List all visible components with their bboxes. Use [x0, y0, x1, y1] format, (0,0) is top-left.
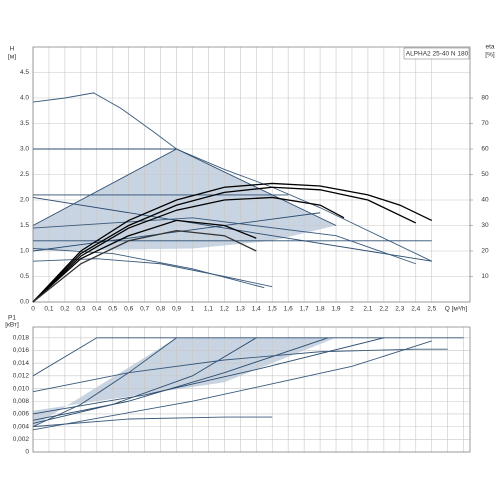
y-tick-label: 3.0	[20, 146, 29, 153]
x-tick-label: 0,1	[44, 306, 53, 313]
x-tick-label: 0,7	[140, 306, 149, 313]
x-tick-label: 2,5	[427, 306, 436, 313]
x-tick-label: 1	[191, 306, 195, 313]
curve	[32, 340, 432, 431]
x-tick-label: 0,6	[124, 306, 133, 313]
y2-tick-label: 40	[481, 197, 489, 204]
x-tick-label: 1,6	[284, 306, 293, 313]
curve	[32, 337, 384, 415]
y-axis-label: P1	[8, 315, 16, 322]
y2-tick-label: 80	[481, 95, 489, 102]
x-tick-label: 2,2	[379, 306, 388, 313]
y-tick-label: 0,012	[13, 373, 30, 380]
y-tick-label: 1.5	[20, 222, 29, 229]
title-box	[403, 47, 470, 60]
y-tick-label: 0.0	[20, 299, 29, 306]
x-tick-label: 1,8	[316, 306, 325, 313]
x-tick-label: 1,1	[204, 306, 213, 313]
curve	[32, 217, 416, 265]
y-tick-label: 2.0	[20, 197, 29, 204]
x-tick-label: 2,1	[363, 306, 372, 313]
chart-title: ALPHA2 25-40 N 180	[406, 51, 469, 58]
y2-axis-label: eta	[485, 44, 494, 51]
y-axis-unit: [кВт]	[5, 322, 19, 329]
y2-tick-label: 20	[481, 248, 489, 255]
x-axis-label: Q [м³/h]	[445, 306, 468, 313]
x-tick-label: 2,3	[395, 306, 404, 313]
curve	[32, 248, 265, 289]
y-tick-label: 0	[25, 449, 29, 456]
y-tick-label: 0,006	[13, 411, 30, 418]
curve	[32, 337, 257, 424]
x-tick-label: 0,4	[92, 306, 101, 313]
x-tick-label: 0,3	[76, 306, 85, 313]
x-tick-label: 1,7	[300, 306, 309, 313]
x-tick-label: 2,4	[411, 306, 420, 313]
x-tick-label: 2	[350, 306, 354, 313]
x-tick-label: 0,9	[172, 306, 181, 313]
efficiency-curve	[32, 219, 257, 303]
curve	[32, 148, 337, 226]
efficiency-curve	[32, 182, 433, 303]
y-tick-label: 4.5	[20, 69, 29, 76]
x-tick-label: 1,3	[236, 306, 245, 313]
y2-tick-label: 70	[481, 120, 489, 127]
y-tick-label: 1.0	[20, 248, 29, 255]
x-tick-label: 0,2	[60, 306, 69, 313]
curve	[32, 348, 448, 393]
efficiency-curve	[32, 196, 345, 303]
y2-axis-unit: [%]	[485, 52, 495, 59]
plot-border	[32, 46, 471, 303]
y-tick-label: 0,002	[13, 436, 30, 443]
y-tick-label: 2.5	[20, 171, 29, 178]
y-axis-label: H	[10, 46, 15, 53]
y-tick-label: 0.5	[20, 273, 29, 280]
x-tick-label: 1,4	[252, 306, 261, 313]
y-tick-label: 0,004	[13, 423, 30, 430]
x-tick-label: 0,8	[156, 306, 165, 313]
y-tick-label: 4.0	[20, 95, 29, 102]
y-axis-unit: [м]	[8, 54, 16, 61]
y2-tick-label: 10	[481, 273, 489, 280]
x-tick-label: 1,9	[332, 306, 341, 313]
y2-tick-label: 60	[481, 146, 489, 153]
operating-area	[33, 337, 337, 427]
plot-border	[32, 326, 471, 453]
y2-tick-label: 30	[481, 222, 489, 229]
y-tick-label: 0,008	[13, 398, 30, 405]
curve	[32, 212, 321, 252]
efficiency-curve	[32, 229, 257, 303]
x-tick-label: 0	[31, 306, 35, 313]
y-tick-label: 3.5	[20, 120, 29, 127]
x-tick-label: 1,5	[268, 306, 277, 313]
y2-tick-label: 50	[481, 171, 489, 178]
x-tick-label: 0,5	[108, 306, 117, 313]
y-tick-label: 0,016	[13, 347, 30, 354]
curve	[32, 416, 273, 428]
y-tick-label: 0,010	[13, 385, 30, 392]
efficiency-curve	[32, 186, 417, 303]
x-tick-label: 1,2	[220, 306, 229, 313]
curve	[32, 337, 464, 377]
y-tick-label: 0,018	[13, 335, 30, 342]
y-tick-label: 0,014	[13, 360, 30, 367]
